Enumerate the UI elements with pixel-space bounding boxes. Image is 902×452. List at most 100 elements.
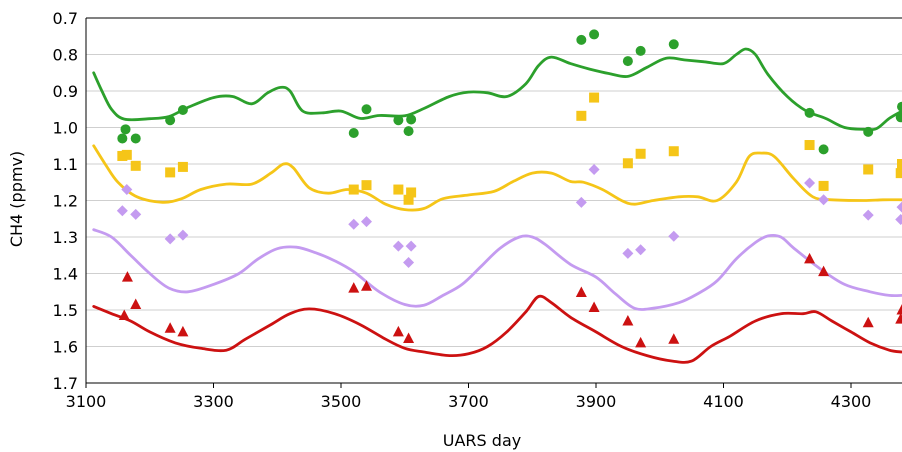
series-4-triangle-point — [177, 325, 189, 337]
series-4-triangle-point — [403, 332, 415, 343]
series-3-diamond-point — [862, 209, 874, 221]
series-1-circle-point — [130, 133, 141, 144]
y-tick-label: 1.5 — [53, 301, 78, 320]
grid-lines — [86, 54, 902, 347]
series-3-diamond-point — [575, 196, 587, 208]
x-tick-label: 3900 — [576, 392, 617, 411]
series-4-triangle-point — [635, 336, 647, 348]
x-tick-label: 3300 — [193, 392, 234, 411]
series-2-square-point — [589, 92, 600, 103]
x-tick-label: 3100 — [66, 392, 107, 411]
series-4-triangle-point — [130, 298, 142, 310]
series-2-square-point — [121, 149, 132, 160]
series-3-diamond-point — [818, 194, 830, 206]
series-3-diamond-point — [403, 257, 415, 269]
series-1-circle-point — [393, 115, 404, 126]
series-4-triangle-point — [118, 309, 130, 320]
series-1-circle-point — [635, 45, 646, 56]
series-4-line — [92, 294, 902, 364]
series-3-diamond-point — [130, 208, 142, 220]
series-4-triangle-point — [121, 271, 133, 282]
x-axis-label: UARS day — [443, 431, 521, 450]
series-1-circle-point — [895, 112, 902, 123]
y-tick-label: 1.4 — [53, 265, 78, 284]
series-1-circle-point — [897, 101, 902, 112]
series-2-line — [92, 144, 902, 212]
series-3-diamond-point — [177, 229, 189, 241]
series-1-circle-point — [348, 127, 359, 138]
series-2-square-point — [130, 160, 141, 171]
series-1-circle-point — [406, 114, 417, 125]
series-points — [116, 29, 902, 348]
series-2-square-point — [622, 158, 633, 169]
series-2-square-point — [348, 184, 359, 195]
series-1-circle-point — [403, 126, 414, 137]
series-2-square-point — [897, 159, 902, 169]
series-2-square-point — [668, 146, 679, 157]
series-1-circle-point — [361, 104, 372, 115]
series-3-diamond-point — [668, 230, 680, 242]
series-3-diamond-point — [895, 213, 902, 225]
y-axis-label: CH4 (ppmv) — [7, 151, 26, 247]
series-1-circle-point — [117, 133, 128, 144]
series-3-diamond-point — [116, 205, 128, 217]
series-4-triangle-point — [575, 286, 587, 297]
series-2-square-point — [576, 110, 587, 121]
series-3-diamond-point — [392, 240, 404, 252]
series-3-diamond-point — [405, 240, 417, 252]
series-3-diamond-point — [164, 233, 176, 245]
series-1-circle-point — [863, 126, 874, 137]
series-3-diamond-point — [121, 184, 133, 196]
series-2-square-point — [895, 168, 902, 179]
x-tick-label: 4300 — [831, 392, 872, 411]
series-2-square-point — [361, 180, 372, 191]
y-tick-label: 1.1 — [53, 155, 78, 174]
series-2-square-point — [406, 187, 417, 198]
y-tick-label: 1.2 — [53, 192, 78, 211]
y-tick-label: 0.8 — [53, 46, 78, 65]
x-tick-label: 4100 — [703, 392, 744, 411]
series-4-triangle-point — [862, 316, 874, 328]
series-3-diamond-point — [361, 216, 372, 228]
series-4-triangle-point — [348, 282, 360, 293]
series-4-triangle-point — [622, 314, 634, 326]
series-lines — [92, 47, 902, 364]
y-tick-label: 1.0 — [53, 119, 78, 138]
series-1-circle-point — [177, 104, 188, 115]
series-4-triangle-point — [668, 333, 680, 344]
x-tick-label: 3700 — [448, 392, 489, 411]
y-tick-label: 1.6 — [53, 338, 78, 357]
series-1-circle-point — [120, 124, 131, 135]
series-1-circle-point — [589, 29, 600, 40]
series-1-circle-point — [165, 115, 176, 126]
y-tick-label: 1.7 — [53, 374, 78, 393]
x-tick-label: 3500 — [321, 392, 362, 411]
y-tick-label: 0.9 — [53, 82, 78, 101]
series-4-triangle-point — [895, 313, 902, 324]
series-1-line — [92, 47, 902, 132]
series-3-diamond-point — [348, 218, 360, 230]
y-tick-label: 1.3 — [53, 228, 78, 247]
y-tick-label: 0.7 — [53, 9, 78, 28]
series-2-square-point — [165, 167, 176, 178]
series-3-diamond-point — [635, 244, 647, 256]
series-2-square-point — [863, 164, 874, 175]
series-2-square-point — [393, 184, 404, 195]
series-3-diamond-point — [804, 177, 816, 189]
series-4-triangle-point — [804, 252, 816, 264]
series-1-circle-point — [668, 39, 679, 50]
series-4-triangle-point — [818, 265, 830, 277]
axes — [85, 17, 902, 388]
series-3-diamond-point — [588, 163, 600, 175]
series-1-circle-point — [622, 56, 633, 67]
series-4-triangle-point — [896, 304, 902, 315]
series-2-square-point — [804, 140, 815, 151]
series-2-square-point — [818, 180, 829, 191]
series-3-diamond-point — [896, 201, 902, 213]
series-2-square-point — [635, 148, 646, 159]
series-2-square-point — [177, 161, 188, 172]
series-1-circle-point — [804, 107, 815, 118]
series-3-diamond-point — [622, 247, 634, 259]
